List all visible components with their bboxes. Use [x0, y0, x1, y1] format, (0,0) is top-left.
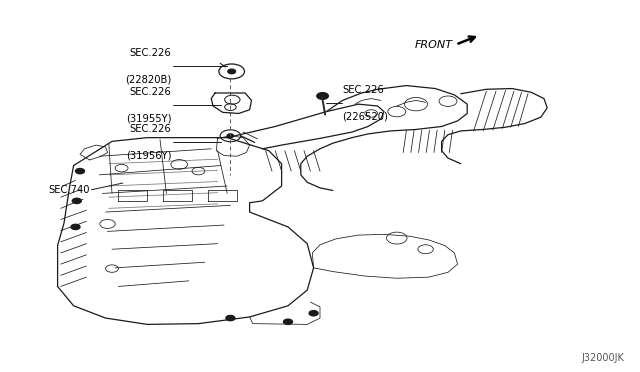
Circle shape — [227, 134, 234, 138]
Text: J32000JK: J32000JK — [581, 353, 624, 363]
Circle shape — [76, 169, 84, 174]
Text: FRONT: FRONT — [415, 41, 453, 50]
Text: SEC.226: SEC.226 — [342, 85, 384, 95]
Text: SEC.226: SEC.226 — [130, 87, 172, 97]
Text: SEC.226: SEC.226 — [130, 124, 172, 134]
Circle shape — [309, 311, 318, 316]
Text: SEC.740: SEC.740 — [48, 185, 90, 195]
Circle shape — [317, 93, 328, 99]
Circle shape — [71, 224, 80, 230]
Text: SEC.226: SEC.226 — [130, 48, 172, 58]
Text: (31955Y): (31955Y) — [126, 113, 172, 124]
Text: (226520): (226520) — [342, 112, 388, 122]
Circle shape — [226, 315, 235, 321]
Text: (31956Y): (31956Y) — [126, 151, 172, 161]
Text: (22820B): (22820B) — [125, 74, 172, 84]
Circle shape — [72, 198, 81, 203]
Circle shape — [284, 319, 292, 324]
Circle shape — [228, 69, 236, 74]
